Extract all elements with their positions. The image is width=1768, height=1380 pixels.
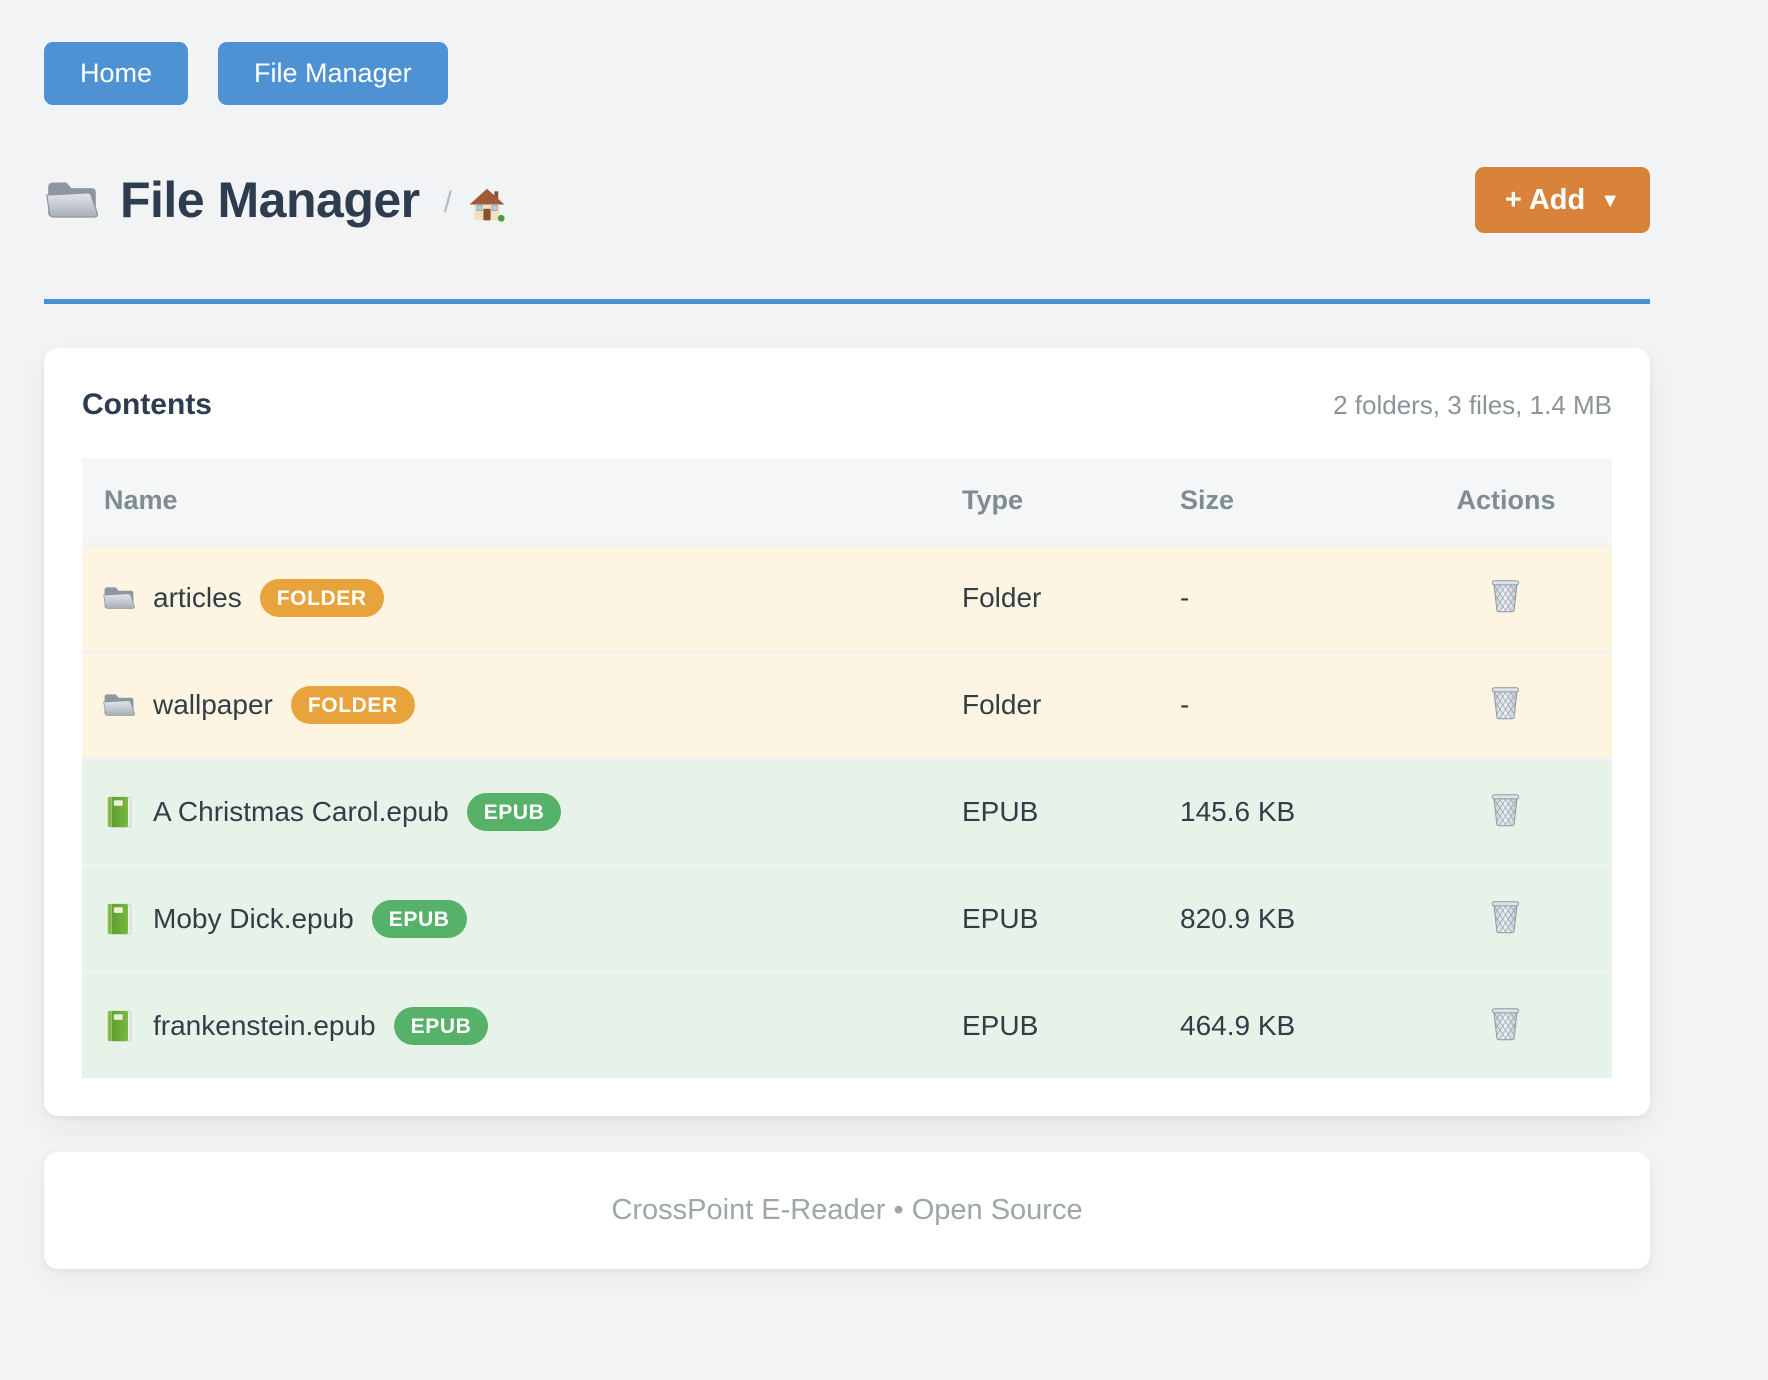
folder-icon [44, 175, 100, 225]
nav-home-button[interactable]: Home [44, 42, 189, 105]
top-nav: Home File Manager [44, 42, 1650, 105]
actions-cell [1400, 790, 1612, 835]
wastebasket-glyph [1491, 579, 1520, 612]
table-header-row: Name Type Size Actions [82, 458, 1612, 543]
green-book-icon [102, 795, 136, 829]
page-title: File Manager [120, 172, 420, 228]
footer: CrossPoint E-Reader • Open Source [44, 1152, 1650, 1269]
type-badge: FOLDER [290, 686, 415, 724]
type-badge: FOLDER [259, 579, 384, 617]
folder-icon [102, 688, 136, 722]
column-header-size: Size [1180, 485, 1235, 515]
delete-button[interactable] [1489, 576, 1523, 617]
folder-icon [102, 581, 136, 615]
name-cell: frankenstein.epub EPUB [82, 974, 962, 1078]
name-cell: A Christmas Carol.epub EPUB [82, 760, 962, 864]
breadcrumb-separator: / [443, 186, 452, 219]
contents-title: Contents [82, 388, 212, 421]
home-icon[interactable] [468, 186, 506, 222]
table-body: articles FOLDER Folder - [82, 543, 1612, 1078]
nav-file-manager-button[interactable]: File Manager [218, 42, 448, 105]
green-book-glyph [107, 903, 132, 935]
size-cell: - [1180, 689, 1190, 720]
delete-button[interactable] [1489, 790, 1523, 831]
size-cell: 145.6 KB [1180, 796, 1296, 827]
delete-button[interactable] [1489, 897, 1523, 938]
size-cell: - [1180, 582, 1190, 613]
file-name[interactable]: frankenstein.epub [153, 1010, 376, 1041]
wastebasket-icon [1489, 1004, 1523, 1040]
size-cell: 464.9 KB [1180, 1010, 1296, 1041]
contents-card: Contents 2 folders, 3 files, 1.4 MB Name… [44, 348, 1650, 1116]
actions-cell [1400, 1004, 1612, 1049]
file-name[interactable]: A Christmas Carol.epub [153, 796, 449, 827]
name-cell: wallpaper FOLDER [82, 653, 962, 757]
table-row: A Christmas Carol.epub EPUB EPUB 145.6 K… [82, 757, 1612, 864]
file-table: Name Type Size Actions articles FOLDER F… [82, 458, 1612, 1078]
name-cell: Moby Dick.epub EPUB [82, 867, 962, 971]
size-cell: 820.9 KB [1180, 903, 1296, 934]
add-button-label: + Add [1504, 183, 1586, 216]
card-header: Contents 2 folders, 3 files, 1.4 MB [82, 388, 1612, 422]
wastebasket-glyph [1491, 793, 1520, 826]
title-wrap: File Manager / [44, 171, 506, 229]
contents-summary: 2 folders, 3 files, 1.4 MB [1333, 390, 1612, 420]
wastebasket-glyph [1491, 686, 1520, 719]
wastebasket-icon [1489, 576, 1523, 612]
column-header-name: Name [104, 485, 178, 515]
type-badge: EPUB [393, 1007, 489, 1045]
green-book-glyph [107, 796, 132, 828]
type-cell: Folder [962, 582, 1042, 613]
folder-glyph [103, 694, 135, 716]
table-row: articles FOLDER Folder - [82, 543, 1612, 650]
delete-button[interactable] [1489, 683, 1523, 724]
wastebasket-icon [1489, 683, 1523, 719]
folder-glyph [46, 182, 98, 218]
type-badge: EPUB [371, 900, 467, 938]
type-cell: EPUB [962, 796, 1039, 827]
wastebasket-icon [1489, 897, 1523, 933]
file-name[interactable]: Moby Dick.epub [153, 903, 354, 934]
house-glyph [469, 188, 505, 222]
caret-down-icon: ▼ [1600, 189, 1620, 212]
file-name[interactable]: wallpaper [153, 689, 273, 720]
page-header: File Manager / + Add ▼ [44, 167, 1650, 233]
name-cell: articles FOLDER [82, 546, 962, 650]
type-badge: EPUB [466, 793, 562, 831]
file-name[interactable]: articles [153, 582, 242, 613]
table-row: Moby Dick.epub EPUB EPUB 820.9 KB [82, 864, 1612, 971]
green-book-glyph [107, 1010, 132, 1042]
type-cell: EPUB [962, 1010, 1039, 1041]
column-header-actions: Actions [1456, 485, 1556, 515]
green-book-icon [102, 1009, 136, 1043]
table-row: wallpaper FOLDER Folder - [82, 650, 1612, 757]
wastebasket-glyph [1491, 1007, 1520, 1040]
wastebasket-icon [1489, 790, 1523, 826]
green-book-icon [102, 902, 136, 936]
delete-button[interactable] [1489, 1004, 1523, 1045]
column-header-type: Type [962, 485, 1024, 515]
type-cell: Folder [962, 689, 1042, 720]
add-button[interactable]: + Add ▼ [1474, 167, 1650, 233]
wastebasket-glyph [1491, 900, 1520, 933]
footer-text: CrossPoint E-Reader • Open Source [611, 1194, 1083, 1226]
actions-cell [1400, 683, 1612, 728]
header-divider [44, 299, 1650, 304]
actions-cell [1400, 576, 1612, 621]
folder-glyph [103, 587, 135, 609]
actions-cell [1400, 897, 1612, 942]
table-row: frankenstein.epub EPUB EPUB 464.9 KB [82, 971, 1612, 1078]
type-cell: EPUB [962, 903, 1039, 934]
